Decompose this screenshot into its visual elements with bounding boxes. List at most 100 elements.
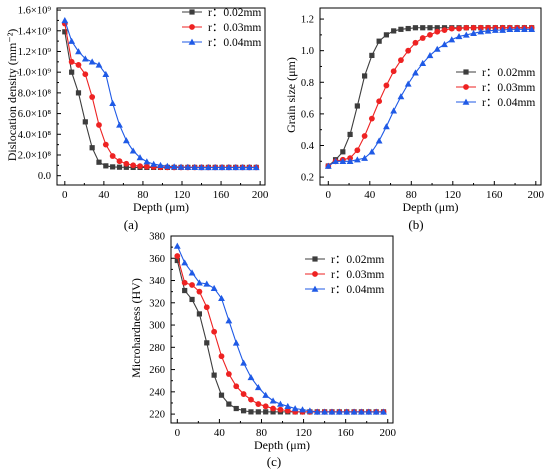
data-point — [232, 164, 240, 171]
data-point — [102, 141, 109, 148]
data-point — [375, 137, 383, 144]
legend-label: r：0.03mm — [482, 82, 535, 94]
data-point — [173, 242, 181, 249]
data-point — [225, 317, 233, 324]
x-tick-label: 0 — [326, 189, 332, 201]
y-axis-label: Grain size (μm) — [284, 57, 298, 133]
data-point — [277, 400, 284, 407]
y-tick-label: 1.6×10⁹ — [18, 6, 52, 17]
data-point — [189, 282, 195, 288]
x-tick-label: 0 — [175, 427, 181, 439]
data-point — [398, 26, 404, 32]
data-point — [122, 137, 130, 144]
y-tick-label: 220 — [149, 410, 165, 421]
data-point — [420, 25, 426, 31]
data-point — [391, 28, 397, 34]
data-point — [463, 24, 470, 31]
data-point — [109, 153, 116, 159]
data-point — [434, 25, 440, 31]
data-point — [96, 159, 102, 165]
data-point — [89, 94, 96, 100]
data-point — [448, 25, 455, 32]
data-point — [412, 25, 419, 31]
y-tick-label: 1.2×10⁹ — [18, 47, 52, 58]
data-point — [62, 29, 68, 35]
data-point — [240, 359, 247, 366]
data-point — [383, 82, 390, 89]
y-tick-label: 1.0×10⁹ — [18, 68, 52, 79]
y-tick-label: 1.0 — [301, 46, 314, 57]
data-point — [109, 99, 117, 106]
data-point — [218, 294, 225, 302]
data-point — [441, 40, 448, 48]
data-point — [426, 52, 434, 59]
legend-label: r：0.04mm — [208, 37, 261, 49]
data-point — [174, 253, 181, 259]
data-point — [354, 147, 361, 154]
data-point — [372, 408, 380, 415]
data-point — [369, 52, 375, 59]
data-point — [361, 154, 369, 161]
data-point — [129, 147, 137, 154]
data-point — [313, 408, 321, 415]
data-point — [368, 148, 376, 155]
data-point — [110, 164, 116, 170]
x-tick-label: 120 — [445, 189, 462, 201]
y-tick-label: 380 — [149, 232, 165, 243]
data-point — [211, 164, 219, 171]
data-point — [137, 163, 143, 170]
data-point — [96, 122, 102, 128]
data-point — [347, 131, 353, 138]
data-point — [174, 257, 180, 264]
data-point — [340, 149, 346, 155]
data-point — [528, 25, 536, 33]
data-point — [383, 123, 390, 130]
data-point — [150, 160, 158, 167]
data-point — [470, 24, 477, 31]
x-tick-label: 0 — [62, 189, 68, 201]
data-point — [343, 408, 351, 415]
data-point — [332, 157, 339, 165]
data-point — [405, 47, 412, 54]
x-tick-label: 120 — [295, 427, 312, 439]
data-point — [470, 29, 477, 37]
data-point — [365, 408, 373, 415]
legend-marker — [312, 271, 318, 277]
data-point — [390, 107, 398, 114]
series-3 — [173, 242, 387, 415]
legend-marker — [462, 98, 470, 105]
legend-label: r：0.04mm — [331, 284, 384, 296]
y-tick-label: 6.0×10⁸ — [18, 109, 52, 120]
data-point — [462, 31, 470, 38]
data-point — [143, 163, 150, 170]
x-tick-label: 120 — [174, 189, 191, 201]
data-point — [328, 408, 336, 415]
y-tick-label: 8.0×10⁸ — [18, 88, 52, 99]
data-point — [95, 61, 103, 68]
data-point — [456, 25, 462, 32]
data-point — [477, 24, 484, 31]
data-point — [353, 156, 361, 163]
data-point — [189, 296, 195, 303]
data-point — [136, 154, 144, 161]
legend-marker — [463, 84, 469, 90]
data-point — [362, 73, 368, 79]
data-point — [433, 45, 441, 52]
data-point — [520, 25, 528, 33]
data-point — [211, 372, 217, 378]
legend-label: r：0.04mm — [482, 97, 535, 109]
y-tick-label: 1.2 — [301, 15, 314, 26]
panel-label: (a) — [124, 217, 138, 232]
data-point — [477, 28, 485, 35]
panel-label: (b) — [408, 217, 423, 232]
data-point — [233, 405, 239, 412]
data-point — [284, 402, 292, 410]
legend: r：0.02mm r：0.03mm r：0.04mm — [182, 7, 261, 49]
chart-panel-3: 0 40 80 120 160 200 220 240 260 280 300 320 340 360 38… — [129, 232, 396, 470]
data-point — [226, 401, 232, 407]
y-tick-label: 280 — [149, 343, 165, 354]
y-axis-label: Dislocation density (mm⁻²) — [5, 29, 19, 162]
data-point — [218, 353, 225, 360]
data-point — [455, 33, 463, 40]
data-point — [506, 25, 514, 33]
